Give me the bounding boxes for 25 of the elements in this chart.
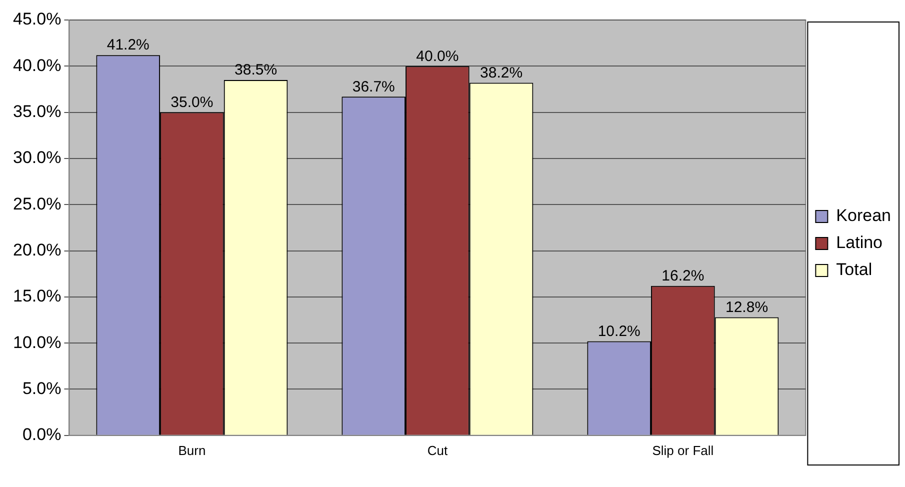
data-label: 12.8% — [725, 298, 768, 316]
y-tick-label: 10.0% — [13, 332, 62, 352]
y-tick-label: 25.0% — [13, 194, 62, 214]
data-label: 38.5% — [234, 62, 278, 79]
legend-label: Total — [836, 260, 872, 280]
y-tick-label: 30.0% — [13, 148, 62, 168]
data-label: 38.2% — [480, 64, 523, 82]
x-tick-label: Cut — [427, 442, 448, 458]
legend-label: Korean — [836, 206, 892, 226]
data-label: 41.2% — [106, 36, 150, 54]
x-tick-label: Slip or Fall — [652, 442, 714, 458]
x-tick-label: Burn — [178, 442, 206, 458]
y-tick-label: 45.0% — [13, 10, 62, 29]
y-tick-label: 40.0% — [13, 56, 62, 75]
y-tick-label: 35.0% — [13, 102, 62, 121]
data-label: 16.2% — [662, 267, 704, 284]
data-label: 10.2% — [598, 322, 640, 340]
data-label: 36.7% — [352, 78, 395, 96]
legend-label: Latino — [836, 233, 883, 252]
data-label: 35.0% — [170, 94, 214, 111]
data-label: 40.0% — [416, 48, 459, 65]
y-tick-label: 0.0% — [22, 425, 62, 444]
y-tick-label: 15.0% — [13, 286, 62, 306]
y-tick-label: 20.0% — [13, 240, 62, 260]
y-tick-label: 5.0% — [22, 378, 62, 398]
